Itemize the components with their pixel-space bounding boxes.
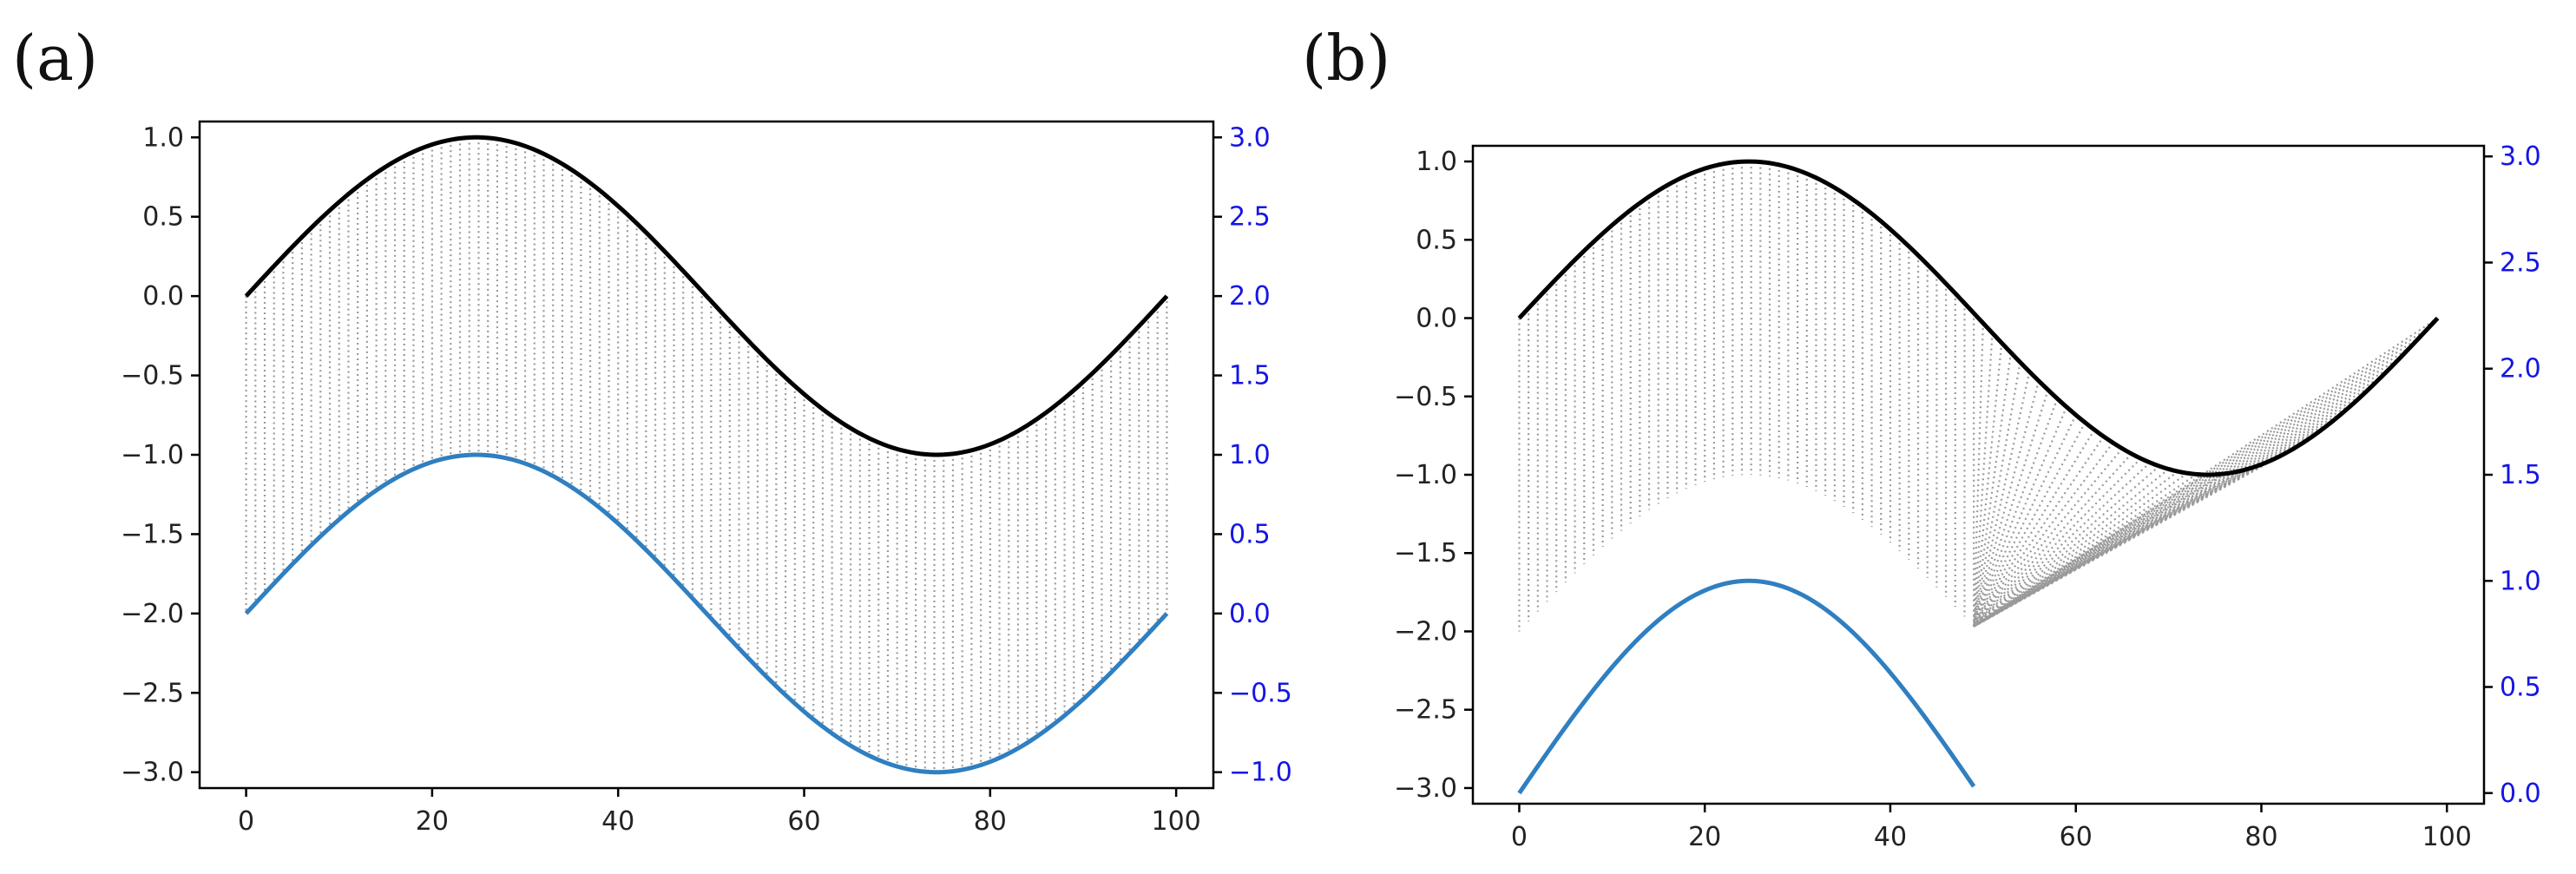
x-tick-label-b-1: 20 (1688, 822, 1721, 852)
y-left-tick-label-a-4: −1.0 (121, 440, 184, 470)
x-tick-label-a-5: 100 (1152, 806, 1201, 837)
alignment-line-b-58 (1973, 398, 2059, 628)
y-left-tick-label-b-7: −2.5 (1394, 695, 1457, 726)
x-tick-label-a-2: 40 (601, 806, 634, 837)
x-tick-label-a-3: 60 (787, 806, 820, 837)
alignment-line-b-52 (1973, 342, 2003, 627)
x-tick-label-b-5: 100 (2422, 822, 2472, 852)
alignment-line-b-55 (1973, 371, 2031, 627)
alignment-line-b-61 (1973, 422, 2086, 628)
series-line-x1-b (1517, 159, 2440, 477)
x-tick-label-a-1: 20 (416, 806, 449, 837)
y-right-tick-label-b-5: 0.5 (2500, 673, 2541, 703)
y-right-tick-label-b-3: 1.5 (2500, 460, 2541, 490)
y-left-tick-label-a-8: −3.0 (121, 758, 184, 788)
y-right-tick-label-a-8: −1.0 (1229, 758, 1292, 788)
y-right-tick-label-a-0: 3.0 (1229, 122, 1271, 153)
alignment-line-b-56 (1973, 380, 2040, 628)
alignment-line-b-53 (1973, 352, 2012, 627)
y-left-tick-label-b-3: −0.5 (1394, 382, 1457, 412)
y-right-tick-label-a-5: 0.5 (1229, 519, 1271, 549)
y-right-tick-label-a-4: 1.0 (1229, 440, 1271, 470)
y-right-tick-label-b-2: 2.0 (2500, 354, 2541, 384)
series-line-x2-a (244, 452, 1169, 775)
alignment-line-b-95 (1973, 356, 2402, 628)
x-tick-label-a-0: 0 (238, 806, 254, 837)
chart-panel-a: 0 20 40 60 80 100 1.0 0.5 0.0 −0.5 −1.0 −1.5 −2.0 −2.… (121, 120, 1292, 837)
panel-b-label: (b) (1302, 22, 1390, 95)
y-right-tick-label-a-3: 1.5 (1229, 361, 1271, 391)
x-tick-label-b-0: 0 (1511, 822, 1528, 852)
alignment-line-b-93 (1973, 375, 2383, 628)
alignment-line-b-90 (1973, 402, 2355, 628)
x-tick-label-b-4: 80 (2244, 822, 2277, 852)
panel-a-label: (a) (12, 22, 98, 95)
alignment-line-b-62 (1973, 429, 2096, 628)
y-left-tick-label-a-7: −2.5 (121, 678, 184, 708)
series-line-x2-b (1517, 578, 1976, 795)
y-left-tick-label-b-0: 1.0 (1416, 147, 1457, 177)
alignment-line-b-98 (1973, 327, 2429, 628)
y-right-tick-label-a-1: 2.5 (1229, 202, 1271, 233)
alignment-line-b-65 (1973, 448, 2124, 628)
alignment-line-b-50 (1973, 323, 1984, 627)
y-right-tick-label-b-6: 0.0 (2500, 779, 2541, 809)
alignment-line-b-51 (1973, 332, 1994, 627)
alignment-line-b-85 (1973, 438, 2309, 628)
y-right-tick-label-b-1: 2.5 (2500, 247, 2541, 278)
alignment-line-b-99 (1973, 317, 2439, 628)
alignment-line-b-59 (1973, 406, 2068, 628)
alignment-line-b-71 (1973, 470, 2178, 628)
y-left-tick-label-a-1: 0.5 (142, 202, 184, 233)
alignment-line-b-91 (1973, 393, 2364, 628)
y-left-tick-label-a-6: −2.0 (121, 599, 184, 629)
alignment-line-b-63 (1973, 436, 2105, 628)
alignment-line-b-70 (1973, 468, 2170, 628)
x-tick-label-b-2: 40 (1874, 822, 1907, 852)
x-tick-label-b-3: 60 (2060, 822, 2093, 852)
y-right-tick-label-b-0: 3.0 (2500, 141, 2541, 172)
axes-frame-a (198, 120, 1215, 790)
alignment-line-b-68 (1973, 462, 2151, 628)
y-left-tick-label-b-2: 0.0 (1416, 304, 1457, 334)
y-left-tick-label-a-2: 0.0 (142, 281, 184, 312)
y-right-tick-label-a-7: −0.5 (1229, 678, 1292, 708)
y-left-tick-label-a-0: 1.0 (142, 122, 184, 153)
alignment-line-b-89 (1973, 410, 2346, 628)
y-left-tick-label-b-5: −1.5 (1394, 538, 1457, 568)
y-right-tick-label-b-4: 1.0 (2500, 566, 2541, 596)
y-left-tick-label-b-4: −1.0 (1394, 460, 1457, 490)
series-line-x1-a (244, 135, 1169, 457)
alignment-line-b-94 (1973, 365, 2392, 628)
y-left-tick-label-b-1: 0.5 (1416, 225, 1457, 255)
y-left-tick-label-a-3: −0.5 (121, 361, 184, 391)
y-right-tick-label-a-6: 0.0 (1229, 599, 1271, 629)
alignment-line-b-88 (1973, 417, 2336, 628)
y-left-tick-label-b-6: −2.0 (1394, 616, 1457, 647)
alignment-line-b-72 (1973, 472, 2188, 628)
alignment-line-b-69 (1973, 465, 2160, 628)
y-left-tick-label-b-8: −3.0 (1394, 773, 1457, 804)
chart-panel-b: 0 20 40 60 80 100 1.0 0.5 0.0 −0.5 −1.0 −1.5 −2.0 −2.… (1394, 141, 2541, 852)
x-tick-label-a-4: 80 (974, 806, 1007, 837)
alignment-line-b-64 (1973, 442, 2114, 628)
y-left-tick-label-a-5: −1.5 (121, 519, 184, 549)
y-right-tick-label-a-2: 2.0 (1229, 281, 1271, 312)
alignment-line-b-92 (1973, 384, 2374, 628)
